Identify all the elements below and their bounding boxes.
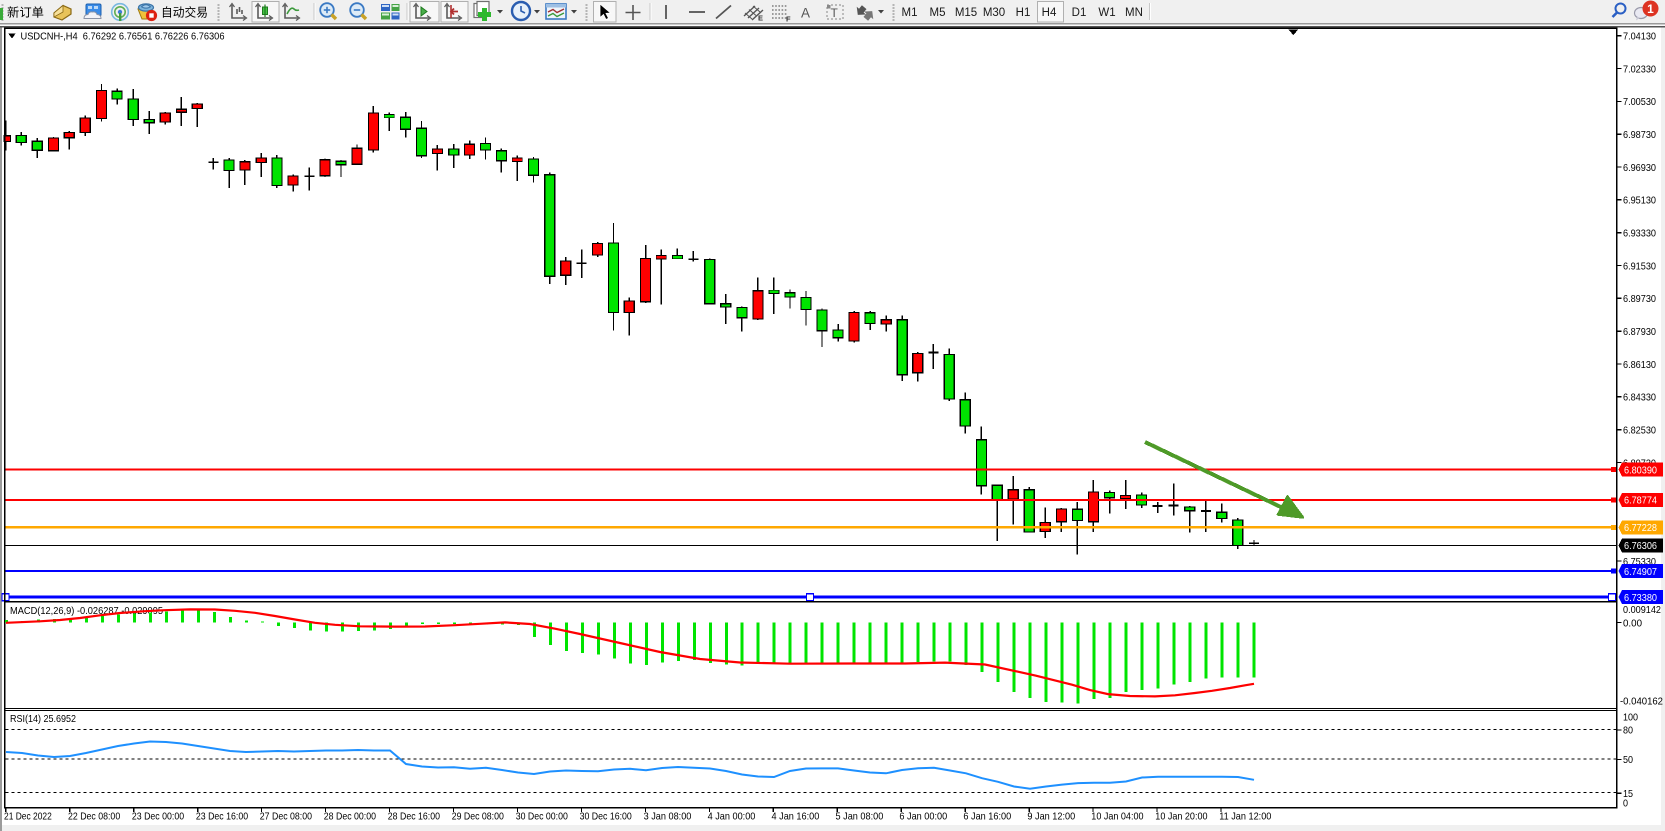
svg-text:M5: M5 — [930, 7, 946, 19]
svg-text:28 Dec 00:00: 28 Dec 00:00 — [324, 811, 376, 823]
svg-text:23 Dec 00:00: 23 Dec 00:00 — [132, 811, 184, 823]
svg-text:6.73380: 6.73380 — [1624, 592, 1657, 604]
svg-text:M30: M30 — [983, 7, 1005, 19]
svg-text:H1: H1 — [1016, 7, 1031, 19]
svg-text:6.77228: 6.77228 — [1624, 522, 1657, 534]
svg-text:6.76306: 6.76306 — [1624, 540, 1657, 552]
svg-text:21 Dec 2022: 21 Dec 2022 — [4, 811, 52, 823]
svg-text:6.84330: 6.84330 — [1623, 392, 1656, 404]
svg-text:D1: D1 — [1072, 7, 1087, 19]
svg-text:100: 100 — [1623, 712, 1638, 724]
svg-text:F: F — [786, 15, 791, 24]
svg-text:28 Dec 16:00: 28 Dec 16:00 — [388, 811, 440, 823]
svg-text:6.86130: 6.86130 — [1623, 359, 1656, 371]
svg-text:6.74907: 6.74907 — [1624, 566, 1657, 578]
svg-text:6 Jan 16:00: 6 Jan 16:00 — [963, 811, 1011, 823]
svg-text:29 Dec 08:00: 29 Dec 08:00 — [452, 811, 504, 823]
svg-text:10 Jan 20:00: 10 Jan 20:00 — [1155, 811, 1207, 823]
svg-text:6.93330: 6.93330 — [1623, 228, 1656, 240]
svg-text:0: 0 — [1623, 798, 1628, 810]
svg-text:1: 1 — [1647, 2, 1654, 16]
svg-text:USDCNH-,H4 6.76292 6.76561 6.: USDCNH-,H4 6.76292 6.76561 6.76226 6.763… — [21, 31, 225, 43]
svg-text:50: 50 — [1623, 754, 1633, 766]
svg-text:7.00530: 7.00530 — [1623, 96, 1656, 108]
svg-text:自动交易: 自动交易 — [161, 5, 208, 20]
svg-text:6 Jan 00:00: 6 Jan 00:00 — [899, 811, 947, 823]
svg-text:80: 80 — [1623, 725, 1633, 737]
svg-text:11 Jan 12:00: 11 Jan 12:00 — [1219, 811, 1271, 823]
svg-text:E: E — [758, 14, 763, 23]
svg-text:0.009142: 0.009142 — [1623, 604, 1661, 616]
svg-text:RSI(14) 25.6952: RSI(14) 25.6952 — [10, 713, 76, 725]
svg-text:22 Dec 08:00: 22 Dec 08:00 — [68, 811, 120, 823]
svg-text:15: 15 — [1623, 788, 1633, 800]
svg-text:A: A — [801, 6, 810, 21]
svg-text:MN: MN — [1125, 7, 1143, 19]
svg-text:6.96930: 6.96930 — [1623, 162, 1656, 174]
svg-text:6.82530: 6.82530 — [1623, 425, 1656, 437]
svg-text:6.80390: 6.80390 — [1624, 464, 1657, 476]
svg-text:5 Jan 08:00: 5 Jan 08:00 — [836, 811, 884, 823]
svg-text:10 Jan 04:00: 10 Jan 04:00 — [1091, 811, 1143, 823]
svg-text:MACD(12,26,9) -0.026287 -0.029: MACD(12,26,9) -0.026287 -0.029095 — [10, 605, 163, 617]
svg-text:6.95130: 6.95130 — [1623, 195, 1656, 207]
svg-text:W1: W1 — [1098, 7, 1115, 19]
svg-text:7.02330: 7.02330 — [1623, 63, 1656, 75]
svg-text:新订单: 新订单 — [7, 5, 44, 20]
svg-text:30 Dec 00:00: 30 Dec 00:00 — [516, 811, 568, 823]
svg-text:4 Jan 16:00: 4 Jan 16:00 — [772, 811, 820, 823]
svg-text:6.89730: 6.89730 — [1623, 293, 1656, 305]
svg-text:M15: M15 — [955, 7, 977, 19]
svg-text:H4: H4 — [1042, 7, 1057, 19]
svg-text:4 Jan 00:00: 4 Jan 00:00 — [708, 811, 756, 823]
svg-text:9 Jan 12:00: 9 Jan 12:00 — [1027, 811, 1075, 823]
svg-text:6.87930: 6.87930 — [1623, 326, 1656, 338]
svg-text:6.78774: 6.78774 — [1624, 495, 1657, 507]
svg-text:0.00: 0.00 — [1623, 618, 1642, 630]
svg-text:T: T — [831, 6, 839, 20]
svg-text:23 Dec 16:00: 23 Dec 16:00 — [196, 811, 248, 823]
svg-text:-0.040162: -0.040162 — [1620, 696, 1663, 708]
svg-text:27 Dec 08:00: 27 Dec 08:00 — [260, 811, 312, 823]
svg-text:6.98730: 6.98730 — [1623, 129, 1656, 141]
svg-text:6.91530: 6.91530 — [1623, 260, 1656, 272]
svg-text:30 Dec 16:00: 30 Dec 16:00 — [580, 811, 632, 823]
svg-text:7.04130: 7.04130 — [1623, 31, 1656, 43]
svg-text:M1: M1 — [902, 7, 918, 19]
svg-text:3 Jan 08:00: 3 Jan 08:00 — [644, 811, 692, 823]
